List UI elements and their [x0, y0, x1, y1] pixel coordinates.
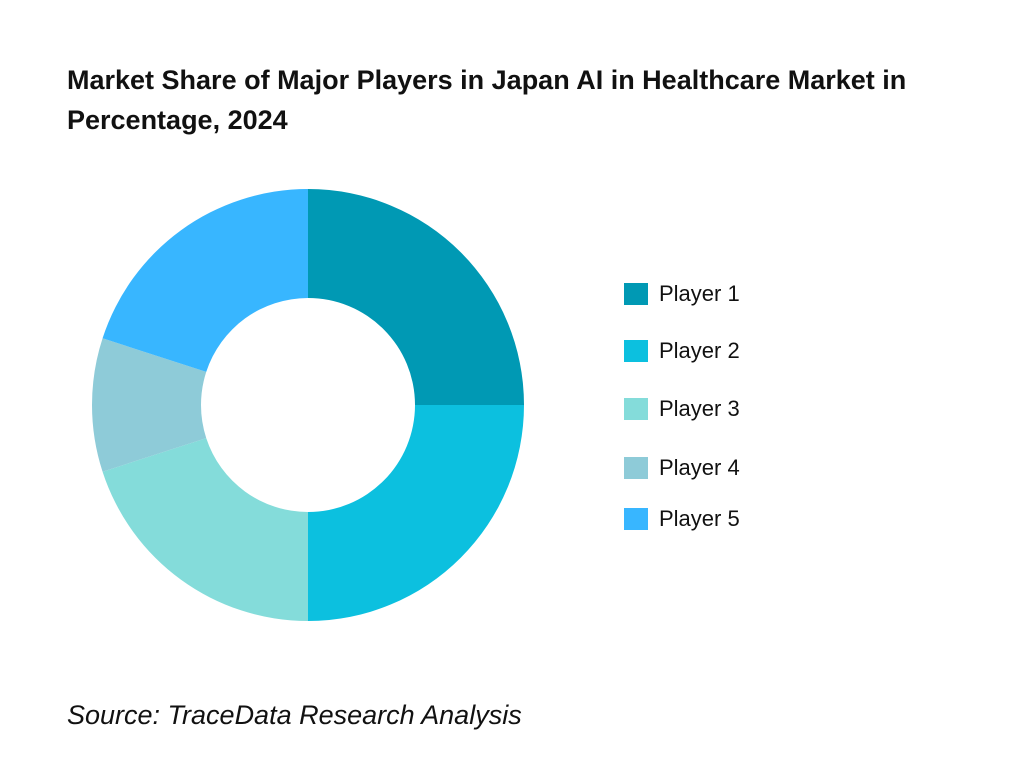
slice-player-5 [102, 189, 308, 372]
slice-player-1 [308, 189, 524, 405]
legend-item: Player 5 [624, 505, 844, 533]
legend-swatch [624, 457, 648, 479]
source-note: Source: TraceData Research Analysis [67, 700, 522, 730]
legend-label: Player 1 [659, 281, 740, 306]
slice-player-3 [102, 438, 308, 621]
legend-swatch [624, 340, 648, 362]
slice-player-2 [308, 405, 524, 621]
legend-swatch [624, 398, 648, 420]
legend-swatch [624, 508, 648, 530]
legend-swatch [624, 283, 648, 305]
legend-item: Player 3 [624, 395, 844, 423]
legend-label: Player 3 [659, 396, 740, 421]
slice-player-4 [92, 338, 207, 472]
legend-item: Player 1 [624, 280, 844, 308]
legend-item: Player 2 [624, 337, 844, 365]
legend-label: Player 2 [659, 338, 740, 363]
legend-label: Player 4 [659, 455, 740, 480]
chart-title: Market Share of Major Players in Japan A… [67, 65, 907, 135]
legend-label: Player 5 [659, 506, 740, 531]
legend-item: Player 4 [624, 454, 844, 482]
